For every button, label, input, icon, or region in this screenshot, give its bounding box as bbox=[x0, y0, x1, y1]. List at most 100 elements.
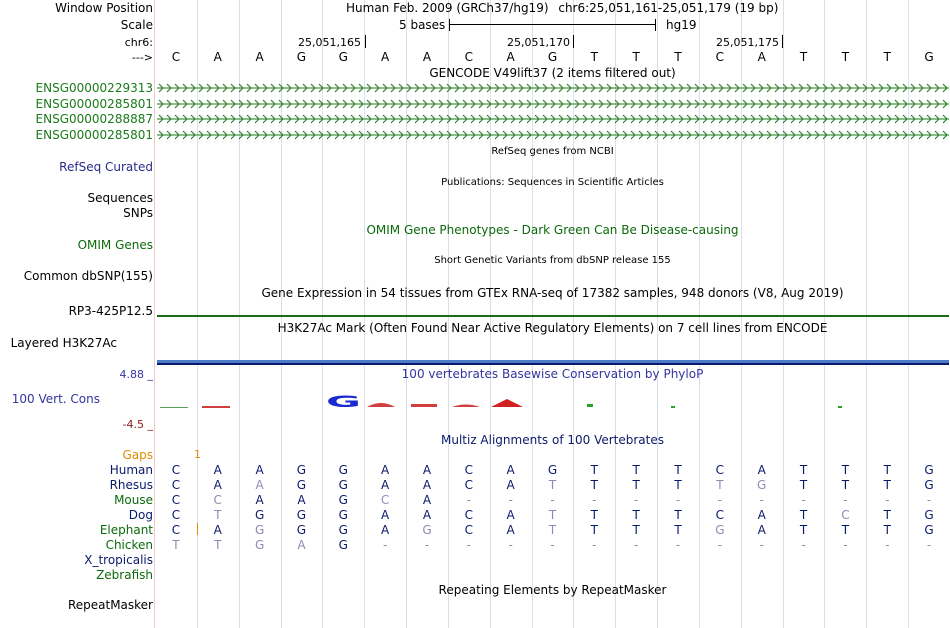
gaps-label[interactable]: Gaps bbox=[122, 448, 153, 462]
species-label-zebrafish[interactable]: Zebrafish bbox=[96, 568, 153, 582]
gene-arrow-row[interactable] bbox=[157, 99, 949, 109]
species-label-mouse[interactable]: Mouse bbox=[114, 493, 153, 507]
alignment-base: T bbox=[799, 508, 808, 522]
alignment-base: G bbox=[254, 523, 265, 537]
grid-line bbox=[783, 0, 784, 628]
grid-line bbox=[532, 0, 533, 628]
alignment-base: A bbox=[757, 523, 766, 537]
alignment-base: T bbox=[674, 523, 682, 537]
cons-track-title: 100 vertebrates Basewise Conservation by… bbox=[401, 367, 704, 381]
alignment-base: C bbox=[464, 463, 473, 477]
grid-line bbox=[908, 0, 909, 628]
gene-label-3[interactable]: ENSG00000288887 bbox=[35, 112, 153, 126]
species-label-human[interactable]: Human bbox=[109, 463, 153, 477]
alignment-base: - bbox=[382, 538, 388, 552]
gtex-expression-bar[interactable] bbox=[157, 315, 949, 317]
h3k27ac-signal[interactable] bbox=[157, 360, 949, 363]
alignment-base: A bbox=[213, 523, 222, 537]
dna-base: A bbox=[506, 50, 515, 64]
position-header: Human Feb. 2009 (GRCh37/hg19) chr6:25,05… bbox=[346, 1, 778, 15]
alignment-base: A bbox=[422, 463, 432, 477]
alignment-base: T bbox=[799, 523, 808, 537]
cons-mark-3 bbox=[367, 403, 395, 407]
dna-base: G bbox=[338, 50, 348, 64]
dna-base: T bbox=[590, 50, 598, 64]
scale-label: Scale bbox=[120, 18, 153, 32]
alignment-base: - bbox=[801, 538, 806, 552]
base-grid bbox=[155, 0, 950, 628]
gtex-gene-label[interactable]: RP3-425P12.5 bbox=[68, 304, 153, 318]
gap-count-mark[interactable]: 1 bbox=[194, 448, 201, 461]
h3k27ac-label[interactable]: Layered H3K27Ac bbox=[10, 336, 117, 350]
alignment-base: T bbox=[799, 478, 808, 492]
species-label-dog[interactable]: Dog bbox=[128, 508, 153, 522]
scale-bar bbox=[449, 19, 656, 31]
tick-label-2: 25,051,170 bbox=[507, 36, 570, 49]
repeatmasker-label[interactable]: RepeatMasker bbox=[67, 598, 153, 612]
gene-arrow-row[interactable] bbox=[157, 130, 949, 140]
grid-line bbox=[448, 0, 449, 628]
dna-base: T bbox=[632, 50, 640, 64]
gene-label-1[interactable]: ENSG00000229313 bbox=[35, 81, 153, 95]
conservation-logo[interactable]: G bbox=[155, 395, 950, 411]
grid-line bbox=[741, 0, 742, 628]
alignment-base: T bbox=[883, 523, 891, 537]
alignment-base: A bbox=[381, 478, 390, 492]
alignment-base: A bbox=[213, 463, 222, 477]
dna-base: A bbox=[381, 50, 390, 64]
alignment-base: A bbox=[506, 523, 515, 537]
sequences-label[interactable]: Sequences bbox=[87, 191, 153, 205]
alignment-base: A bbox=[297, 493, 306, 507]
gene-label-4[interactable]: ENSG00000285801 bbox=[35, 128, 153, 142]
gene-arrow-row[interactable] bbox=[157, 114, 949, 124]
refseq-label[interactable]: RefSeq Curated bbox=[59, 160, 153, 174]
species-label-chicken[interactable]: Chicken bbox=[105, 538, 153, 552]
alignment-base: T bbox=[883, 463, 891, 477]
alignment-base: A bbox=[381, 523, 390, 537]
cons-label[interactable]: 100 Vert. Cons bbox=[11, 392, 100, 406]
alignment-base: G bbox=[924, 508, 934, 522]
alignment-base: G bbox=[757, 478, 767, 492]
alignment-base: T bbox=[632, 463, 640, 477]
alignment-base: G bbox=[338, 463, 348, 477]
alignment-base: G bbox=[254, 508, 265, 522]
cons-min-label: -4.5 _ bbox=[122, 418, 153, 431]
alignment-base: - bbox=[508, 493, 513, 507]
dna-base: C bbox=[715, 50, 725, 64]
alignment-base: - bbox=[717, 493, 723, 507]
omim-label[interactable]: OMIM Genes bbox=[77, 238, 153, 252]
scale-text: 5 bases bbox=[399, 18, 446, 32]
assembly-name: Human Feb. 2009 (GRCh37/hg19) bbox=[346, 1, 549, 15]
chr-label: chr6: bbox=[124, 36, 153, 49]
insertion-mark[interactable] bbox=[197, 523, 198, 535]
species-label-elephant[interactable]: Elephant bbox=[99, 523, 153, 537]
cons-max-label: 4.88 _ bbox=[119, 368, 154, 381]
label-separator bbox=[154, 0, 155, 628]
alignment-base: T bbox=[841, 523, 850, 537]
grid-line bbox=[197, 0, 198, 628]
species-label-xtropicalis[interactable]: X_tropicalis bbox=[84, 553, 153, 567]
alignment-base: T bbox=[674, 478, 682, 492]
gencode-track-title: GENCODE V49lift37 (2 items filtered out) bbox=[429, 66, 676, 80]
dbsnp-track-title: Short Genetic Variants from dbSNP releas… bbox=[434, 255, 671, 266]
alignment-base: T bbox=[548, 523, 557, 537]
alignment-base: - bbox=[885, 493, 890, 507]
grid-line bbox=[824, 0, 825, 628]
alignment-base: G bbox=[296, 523, 307, 537]
grid-line bbox=[490, 0, 491, 628]
dbsnp-label[interactable]: Common dbSNP(155) bbox=[23, 269, 153, 283]
alignment-base: G bbox=[338, 508, 348, 522]
snps-label[interactable]: SNPs bbox=[123, 206, 153, 220]
alignment-base: C bbox=[171, 463, 181, 477]
gene-label-2[interactable]: ENSG00000285801 bbox=[35, 97, 153, 111]
alignment-base: - bbox=[550, 538, 555, 552]
repeatmasker-track-title: Repeating Elements by RepeatMasker bbox=[438, 583, 667, 597]
alignment-base: T bbox=[799, 463, 808, 477]
alignment-base: A bbox=[422, 478, 432, 492]
gene-arrow-row[interactable] bbox=[157, 83, 949, 93]
alignment-base: T bbox=[632, 508, 640, 522]
grid-line bbox=[281, 0, 282, 628]
h3k27ac-track-title: H3K27Ac Mark (Often Found Near Active Re… bbox=[277, 321, 828, 335]
alignment-base: - bbox=[801, 493, 806, 507]
species-label-rhesus[interactable]: Rhesus bbox=[109, 478, 153, 492]
